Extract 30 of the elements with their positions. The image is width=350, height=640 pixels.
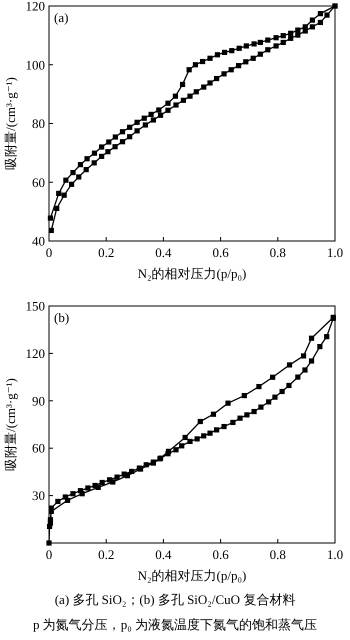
x-tick-label: 0.4 xyxy=(155,245,172,260)
y-tick-label: 100 xyxy=(26,57,45,72)
y-tick-label: 40 xyxy=(32,234,45,248)
y-tick-label: 30 xyxy=(32,488,45,504)
y-tick-label: 60 xyxy=(32,440,45,456)
y-tick-label: 90 xyxy=(32,393,45,408)
annotation: (b) xyxy=(54,310,70,325)
x-tick-label: 0.4 xyxy=(155,547,172,562)
x-tick-label: 1.0 xyxy=(326,547,344,562)
x-tick-label: 0.8 xyxy=(270,245,286,260)
text: (a) 多孔 SiO₂；(b) 多孔 SiO₂/CuO 复合材料 xyxy=(54,592,296,607)
y-tick-label: 60 xyxy=(32,174,45,190)
y-tick-label: 120 xyxy=(26,346,45,361)
annotation: (a) xyxy=(54,10,68,25)
x-tick-label: 1.0 xyxy=(326,245,344,260)
y-tick-label: 80 xyxy=(32,116,45,131)
y-tick-label: 150 xyxy=(26,298,45,314)
x-axis-title: N₂的相对压力(p/p₀) xyxy=(138,266,246,281)
y-axis-title: 吸附量/(cm³·g⁻¹) xyxy=(2,77,18,170)
x-tick-label: 0.6 xyxy=(212,547,230,562)
x-tick-label: 0 xyxy=(46,547,52,562)
text: p 为氮气分压，p₀ 为液氮温度下氮气的饱和蒸气压 xyxy=(32,617,318,632)
y-tick-label: 120 xyxy=(26,0,45,14)
x-tick-label: 0.8 xyxy=(270,547,286,562)
x-tick-label: 0 xyxy=(46,245,52,260)
x-tick-label: 0.2 xyxy=(98,547,114,562)
y-axis-title: 吸附量/(cm³·g⁻¹) xyxy=(2,378,18,471)
x-tick-label: 0.6 xyxy=(212,245,230,260)
x-axis-title: N₂的相对压力(p/p₀) xyxy=(138,568,246,583)
x-tick-label: 0.2 xyxy=(98,245,114,260)
